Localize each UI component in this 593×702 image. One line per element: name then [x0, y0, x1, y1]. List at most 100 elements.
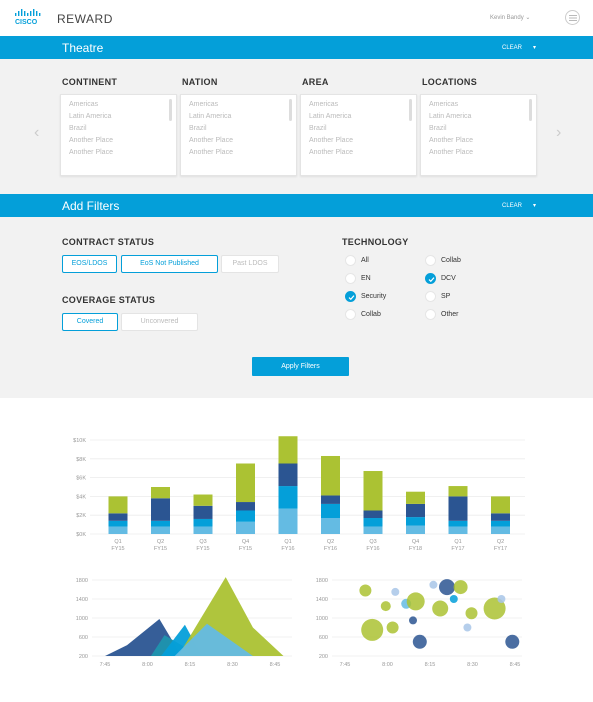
bar-segment[interactable] — [151, 526, 170, 534]
contract-tag[interactable]: EOS/LDOS — [62, 255, 117, 273]
bar-segment[interactable] — [448, 496, 468, 521]
bar-segment[interactable] — [236, 521, 255, 534]
bubble-point[interactable] — [361, 618, 384, 641]
user-menu[interactable]: Kevin Bandy ⌄ — [490, 15, 531, 21]
technology-checkbox[interactable] — [425, 291, 436, 302]
coverage-tag[interactable]: Covered — [62, 313, 118, 331]
list-item[interactable]: Americas — [309, 101, 339, 108]
bar-segment[interactable] — [151, 498, 170, 521]
bar-segment[interactable] — [491, 526, 510, 534]
bar-segment[interactable] — [406, 503, 425, 518]
bar-segment[interactable] — [236, 463, 255, 503]
apply-filters-button[interactable]: Apply Filters — [252, 357, 349, 376]
theatre-caret-icon[interactable]: ▾ — [533, 45, 537, 51]
list-item[interactable]: Another Place — [189, 137, 233, 144]
technology-checkbox[interactable] — [425, 309, 436, 320]
list-item[interactable]: Another Place — [309, 149, 353, 156]
list-item[interactable]: Another Place — [69, 137, 113, 144]
bubble-point[interactable] — [439, 579, 455, 596]
list-item[interactable]: Another Place — [429, 137, 473, 144]
scrollbar[interactable] — [169, 99, 172, 121]
list-item[interactable]: Latin America — [429, 113, 472, 120]
bar-segment[interactable] — [193, 505, 213, 519]
bar-segment[interactable] — [193, 518, 213, 527]
bubble-point[interactable] — [412, 634, 427, 649]
list-item[interactable]: Brazil — [69, 125, 87, 132]
bar-segment[interactable] — [236, 510, 255, 522]
bubble-point[interactable] — [449, 595, 458, 603]
technology-checkbox[interactable] — [345, 291, 356, 302]
contract-tag[interactable]: Past LDOS — [221, 255, 279, 273]
bar-segment[interactable] — [278, 436, 298, 464]
bar-segment[interactable] — [363, 471, 383, 511]
bar-segment[interactable] — [448, 520, 468, 527]
bar-segment[interactable] — [108, 513, 128, 521]
bar-segment[interactable] — [406, 491, 425, 504]
listbox-nation[interactable]: Americas Latin America Brazil Another Place… — [180, 94, 297, 176]
list-item[interactable]: Americas — [69, 101, 99, 108]
bar-segment[interactable] — [491, 520, 510, 527]
technology-checkbox[interactable] — [345, 273, 356, 284]
contract-tag[interactable]: EoS Not Published — [121, 255, 218, 273]
listbox-area[interactable]: Americas Latin America Brazil Another Place… — [300, 94, 417, 176]
list-item[interactable]: Americas — [189, 101, 219, 108]
list-item[interactable]: Another Place — [309, 137, 353, 144]
list-item[interactable]: Latin America — [189, 113, 232, 120]
list-item[interactable]: Another Place — [69, 149, 113, 156]
list-item[interactable]: Another Place — [429, 149, 473, 156]
bar-segment[interactable] — [363, 526, 383, 534]
bar-segment[interactable] — [151, 487, 170, 499]
technology-checkbox[interactable] — [425, 255, 436, 266]
bar-segment[interactable] — [151, 520, 170, 527]
scrollbar[interactable] — [289, 99, 292, 121]
bar-segment[interactable] — [406, 517, 425, 526]
bar-segment[interactable] — [108, 520, 128, 527]
bar-segment[interactable] — [278, 508, 298, 534]
bar-segment[interactable] — [363, 510, 383, 519]
area-series[interactable] — [174, 623, 253, 656]
bubble-point[interactable] — [453, 580, 468, 595]
bar-segment[interactable] — [321, 518, 340, 534]
scrollbar[interactable] — [409, 99, 412, 121]
bubble-point[interactable] — [386, 621, 399, 634]
filters-clear-button[interactable]: CLEAR — [502, 203, 523, 209]
bar-segment[interactable] — [108, 526, 128, 534]
scrollbar[interactable] — [529, 99, 532, 121]
list-item[interactable]: Brazil — [429, 125, 447, 132]
list-item[interactable]: Another Place — [189, 149, 233, 156]
bar-segment[interactable] — [108, 496, 128, 514]
bubble-point[interactable] — [483, 597, 506, 620]
next-arrow-icon[interactable]: › — [556, 124, 562, 141]
bar-segment[interactable] — [448, 486, 468, 497]
bar-segment[interactable] — [321, 455, 340, 496]
bar-segment[interactable] — [491, 496, 510, 514]
listbox-locations[interactable]: Americas Latin America Brazil Another Place… — [420, 94, 537, 176]
bar-segment[interactable] — [448, 526, 468, 534]
list-item[interactable]: Latin America — [69, 113, 112, 120]
list-item[interactable]: Americas — [429, 101, 459, 108]
bubble-point[interactable] — [359, 584, 372, 597]
bar-segment[interactable] — [193, 494, 213, 506]
bubble-point[interactable] — [429, 580, 438, 589]
bar-segment[interactable] — [321, 495, 340, 504]
bar-segment[interactable] — [363, 518, 383, 527]
hamburger-menu-button[interactable] — [565, 10, 580, 25]
bubble-point[interactable] — [505, 634, 520, 649]
filters-caret-icon[interactable]: ▾ — [533, 203, 537, 209]
bubble-point[interactable] — [391, 587, 400, 596]
bubble-point[interactable] — [432, 600, 449, 617]
bar-segment[interactable] — [406, 525, 425, 534]
bar-segment[interactable] — [491, 513, 510, 521]
bubble-point[interactable] — [463, 623, 472, 632]
bubble-point[interactable] — [497, 595, 506, 603]
bubble-point[interactable] — [380, 601, 391, 612]
technology-checkbox[interactable] — [345, 309, 356, 320]
list-item[interactable]: Brazil — [309, 125, 327, 132]
listbox-continent[interactable]: Americas Latin America Brazil Another Place… — [60, 94, 177, 176]
bar-segment[interactable] — [278, 486, 298, 509]
bar-segment[interactable] — [193, 526, 213, 534]
technology-checkbox[interactable] — [345, 255, 356, 266]
technology-checkbox[interactable] — [425, 273, 436, 284]
bubble-point[interactable] — [465, 607, 478, 620]
bar-segment[interactable] — [321, 503, 340, 519]
